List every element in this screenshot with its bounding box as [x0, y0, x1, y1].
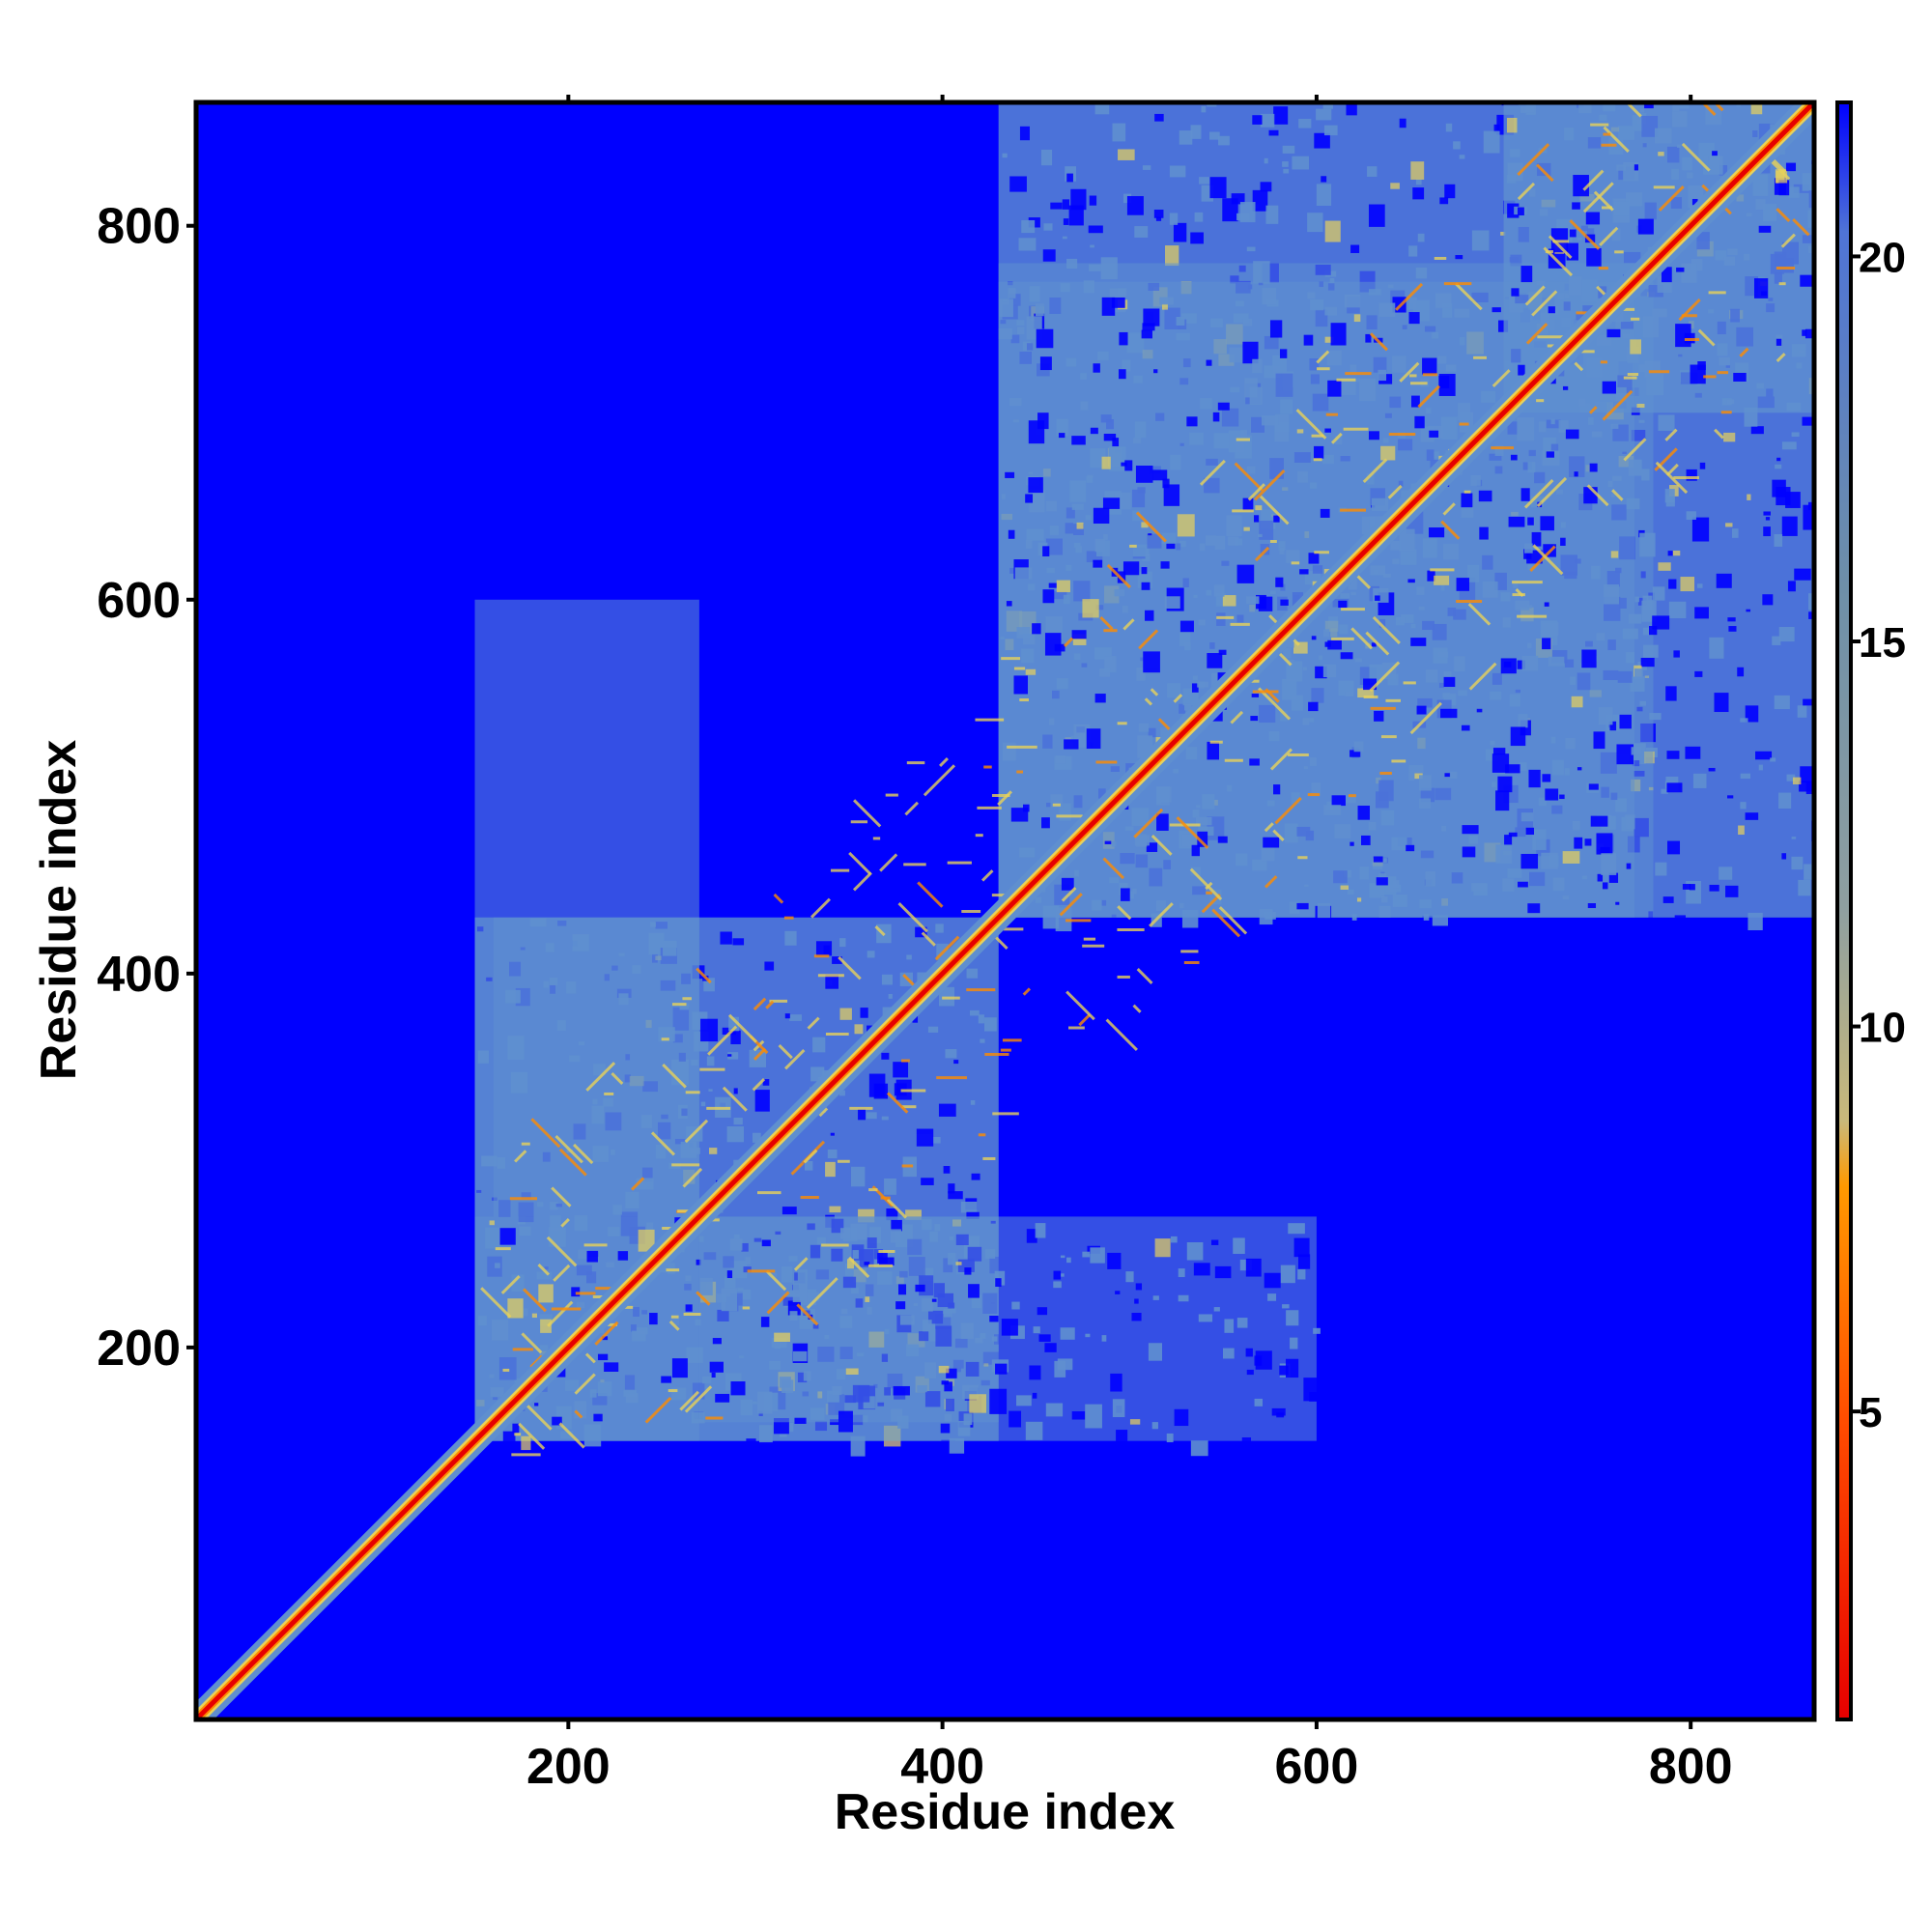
y-tick-label: 200: [97, 1321, 181, 1377]
colorbar-tick-label: 15: [1859, 619, 1906, 667]
plot-frame: [193, 99, 1817, 1722]
contact-domain: [493, 917, 1009, 1436]
contact-streaks: [480, 102, 1810, 1457]
diagonal-band: [196, 102, 1814, 1719]
colorbar-ticks: 5 10 15 20: [1851, 234, 1906, 1436]
y-axis-ticks: 200 400 600 800: [97, 199, 196, 1377]
y-tick-label: 800: [97, 199, 181, 255]
x-tick-label: 200: [526, 1739, 611, 1795]
colorbar-tick-label: 5: [1859, 1389, 1882, 1436]
x-tick-label: 400: [900, 1739, 984, 1795]
colorbar-tick-label: 10: [1859, 1005, 1906, 1052]
y-tick-label: 600: [97, 573, 181, 629]
colorbar: [1835, 100, 1853, 1721]
x-axis-ticks: 200 400 600 800: [526, 95, 1733, 1795]
y-axis-label: Residue index: [31, 740, 87, 1081]
x-tick-label: 800: [1649, 1739, 1733, 1795]
x-tick-label: 600: [1275, 1739, 1359, 1795]
y-tick-label: 400: [97, 947, 181, 1003]
colorbar-tick-label: 20: [1859, 234, 1906, 281]
x-axis-label: Residue index: [835, 1784, 1176, 1840]
heatmap-content: [196, 102, 1814, 1719]
